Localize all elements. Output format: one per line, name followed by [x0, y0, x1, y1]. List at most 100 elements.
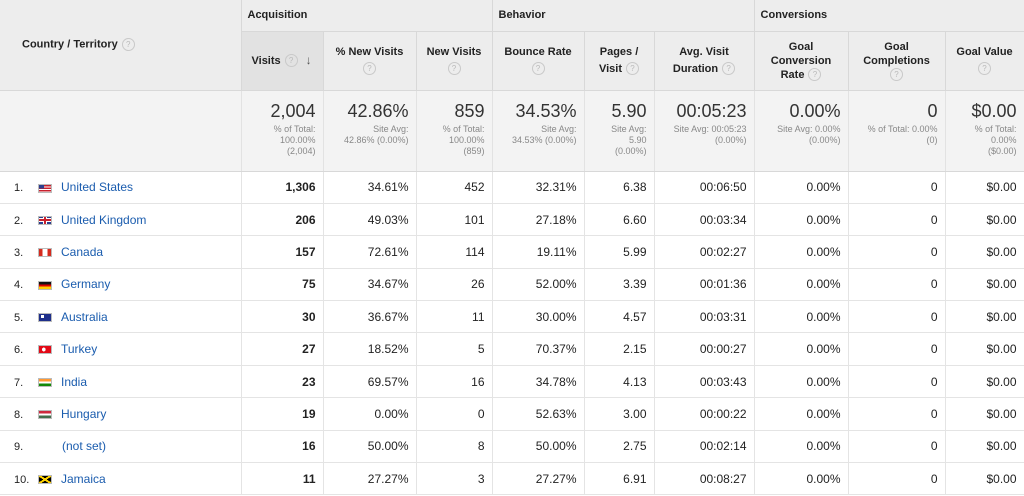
pct-new-visits-cell: 72.61% — [323, 235, 417, 269]
visits-cell: 157 — [241, 235, 324, 269]
help-icon[interactable]: ? — [978, 62, 992, 76]
bounce-rate-cell: 27.27% — [492, 462, 585, 496]
country-link[interactable]: Jamaica — [61, 471, 106, 486]
country-link[interactable]: United Kingdom — [61, 212, 147, 227]
new-visits-column-header[interactable]: New Visits ? — [416, 31, 493, 91]
country-cell: 9. (not set) — [0, 430, 242, 464]
pages-visit-column-header[interactable]: Pages / Visit? — [584, 31, 655, 91]
table-row: 4. Germany 75 34.67% 26 52.00% 3.39 00:01:36 0.0… — [0, 268, 1024, 302]
total-value: 00:05:23 — [676, 100, 747, 121]
total-comparison: % of Total: 0.00% ($0.00) — [974, 123, 1017, 156]
country-column-header[interactable]: Country / Territory? — [0, 0, 242, 91]
flag-jm-icon — [38, 475, 52, 485]
pct-new-visits-cell: 34.67% — [323, 268, 417, 302]
pages-visit-cell: 6.60 — [584, 203, 655, 237]
goal-completions-cell: 0 — [848, 235, 946, 269]
new-visits-cell: 101 — [416, 203, 493, 237]
avg-visit-duration-column-header[interactable]: Avg. Visit Duration? — [654, 31, 755, 91]
goal-value-cell: $0.00 — [945, 268, 1024, 302]
country-link[interactable]: India — [61, 374, 88, 389]
country-link[interactable]: Germany — [61, 277, 111, 292]
total-value: 5.90 — [611, 100, 647, 121]
country-link[interactable]: Turkey — [61, 342, 98, 357]
visits-column-label: Visits — [251, 54, 281, 67]
row-index: 1. — [14, 182, 24, 195]
country-link[interactable]: Canada — [61, 244, 104, 259]
pct-new-visits-cell: 49.03% — [323, 203, 417, 237]
help-icon[interactable]: ? — [890, 68, 904, 82]
pages-visit-cell: 2.75 — [584, 430, 655, 464]
pages-visit-cell: 6.91 — [584, 462, 655, 496]
pct-new-visits-column-label: % New Visits — [335, 45, 404, 58]
help-icon[interactable]: ? — [121, 38, 135, 52]
goal-value-cell: $0.00 — [945, 430, 1024, 464]
row-index: 9. — [14, 441, 24, 454]
visits-column-header[interactable]: Visits? ↓ — [241, 31, 324, 91]
flag-ca-icon — [38, 248, 52, 258]
sort-descending-icon[interactable]: ↓ — [305, 52, 312, 67]
country-cell: 8. Hungary — [0, 397, 242, 431]
country-link[interactable]: United States — [61, 180, 134, 195]
table-row: 8. Hungary 19 0.00% 0 52.63% 3.00 00:00:22 0.00%… — [0, 397, 1024, 431]
new-visits-cell: 5 — [416, 332, 493, 366]
avg-duration-cell: 00:03:43 — [654, 365, 755, 399]
bounce-rate-cell: 30.00% — [492, 300, 585, 334]
pct-new-visits-column-header[interactable]: % New Visits ? — [323, 31, 417, 91]
visits-cell: 30 — [241, 300, 324, 334]
total-value: 0 — [927, 100, 938, 121]
new-visits-cell: 16 — [416, 365, 493, 399]
goal-conversion-cell: 0.00% — [754, 235, 849, 269]
goal-value-cell: $0.00 — [945, 300, 1024, 334]
table-row: 6. Turkey 27 18.52% 5 70.37% 2.15 00:00:27 0.00%… — [0, 332, 1024, 366]
help-icon[interactable]: ? — [722, 62, 736, 76]
goal-value-column-header[interactable]: Goal Value ? — [945, 31, 1024, 91]
avg-duration-cell: 00:00:22 — [654, 397, 755, 431]
new-visits-cell: 452 — [416, 171, 493, 204]
row-index: 3. — [14, 246, 24, 259]
goal-value-cell: $0.00 — [945, 397, 1024, 431]
country-link[interactable]: (not set) — [62, 439, 107, 454]
goal-comp-label-line2: Completions — [863, 54, 930, 67]
goal-conversion-rate-column-header[interactable]: Goal Conversion Rate? — [754, 31, 849, 91]
table-row: 5. Australia 30 36.67% 11 30.00% 4.57 00:03:31 0… — [0, 300, 1024, 334]
row-index: 5. — [14, 311, 24, 324]
avg-duration-cell: 00:03:31 — [654, 300, 755, 334]
pages-visit-cell: 3.00 — [584, 397, 655, 431]
help-icon[interactable]: ? — [363, 62, 376, 76]
row-index: 7. — [14, 376, 24, 389]
total-goal-comp-cell: 0% of Total: 0.00% (0) — [848, 90, 946, 172]
help-icon[interactable]: ? — [284, 54, 298, 68]
bounce-rate-cell: 52.63% — [492, 397, 585, 431]
country-cell: 5. Australia — [0, 300, 242, 334]
help-icon[interactable]: ? — [626, 62, 640, 76]
help-icon[interactable]: ? — [447, 62, 461, 76]
country-column-label: Country / Territory — [22, 38, 118, 51]
pages-visit-cell: 4.13 — [584, 365, 655, 399]
total-comparison: Site Avg: 0.00% (0.00%) — [777, 123, 841, 145]
goal-conversion-cell: 0.00% — [754, 397, 849, 431]
country-cell: 3. Canada — [0, 235, 242, 269]
table-row: 3. Canada 157 72.61% 114 19.11% 5.99 00:02:27 0.… — [0, 235, 1024, 269]
total-value: $0.00 — [971, 100, 1017, 121]
goal-completions-column-header[interactable]: Goal Completions ? — [848, 31, 946, 91]
row-index: 8. — [14, 408, 24, 421]
country-link[interactable]: Australia — [61, 309, 108, 324]
goal-completions-cell: 0 — [848, 397, 946, 431]
row-index: 2. — [14, 214, 24, 227]
flag-in-icon — [38, 377, 52, 387]
goal-completions-cell: 0 — [848, 203, 946, 237]
goal-completions-cell: 0 — [848, 171, 946, 204]
bounce-rate-cell: 50.00% — [492, 430, 585, 464]
goal-conversion-cell: 0.00% — [754, 171, 849, 204]
help-icon[interactable]: ? — [531, 62, 545, 76]
table-row: 7. India 23 69.57% 16 34.78% 4.13 00:03:43 0.00%… — [0, 365, 1024, 399]
goal-conversion-cell: 0.00% — [754, 365, 849, 399]
bounce-rate-cell: 19.11% — [492, 235, 585, 269]
goal-conversion-cell: 0.00% — [754, 332, 849, 366]
bounce-rate-column-header[interactable]: Bounce Rate ? — [492, 31, 585, 91]
country-link[interactable]: Hungary — [61, 406, 107, 421]
help-icon[interactable]: ? — [808, 68, 822, 82]
avg-duration-cell: 00:02:14 — [654, 430, 755, 464]
group-behavior: Behavior — [492, 0, 755, 32]
